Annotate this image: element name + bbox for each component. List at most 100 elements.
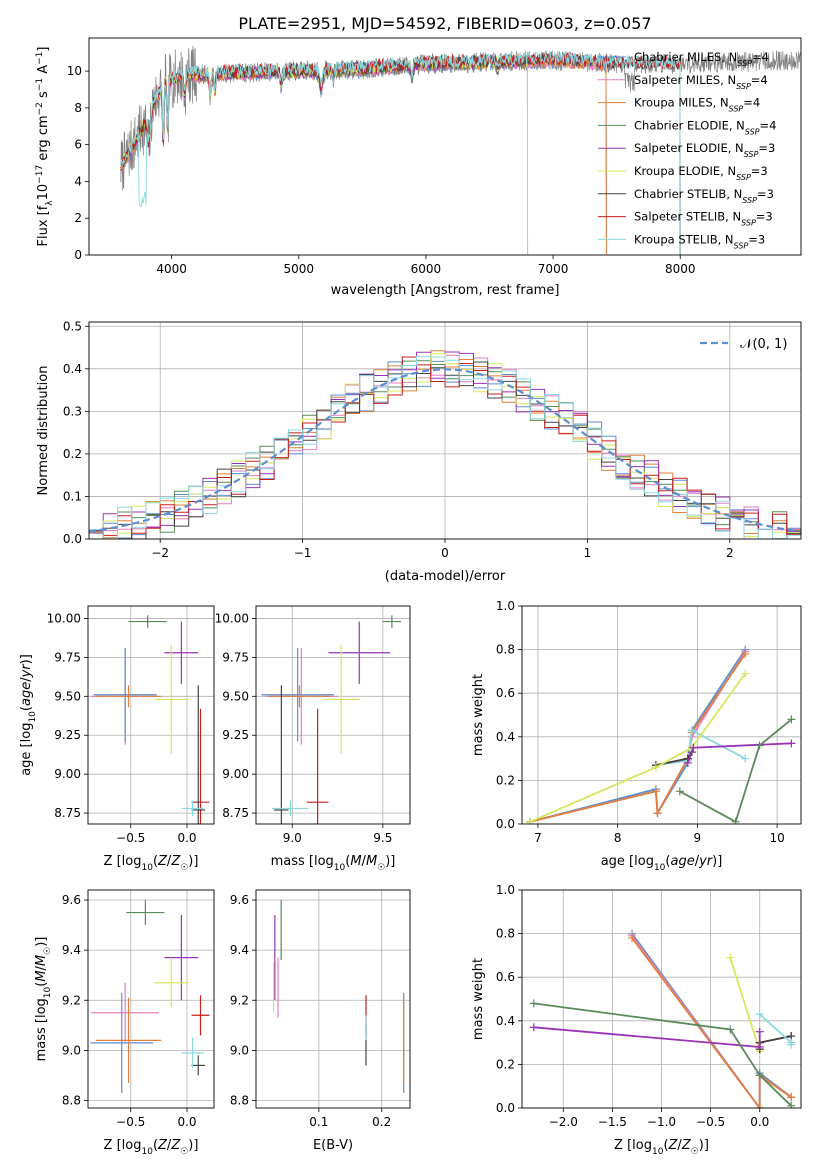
- errorbar-point: [274, 685, 289, 824]
- y-tick-label: 2: [74, 211, 82, 225]
- legend-text: =4: [743, 96, 760, 110]
- x-tick-label: −0.5: [116, 1115, 145, 1129]
- legend-text: =3: [756, 210, 773, 224]
- label-part: yr: [698, 854, 714, 869]
- mass-weight-marker: [755, 1027, 764, 1036]
- x-tick-label: 9.5: [373, 831, 392, 845]
- model-spectrum-line: [120, 50, 681, 255]
- mass-weight-line: [655, 728, 746, 766]
- x-axis-label: Z [log10(Z/Z☉)]: [104, 1138, 199, 1157]
- y-tick-label: 0.4: [496, 730, 515, 744]
- label-part: )]: [19, 654, 34, 664]
- label-part: mass [log: [34, 998, 49, 1061]
- label-part: λ: [45, 200, 55, 206]
- label-part: ☉: [43, 947, 53, 955]
- y-tick-label: 10: [67, 64, 82, 78]
- label-part: age [log: [19, 723, 34, 776]
- label-part: A: [36, 65, 51, 78]
- legend-sub: SSP: [745, 127, 760, 136]
- mass-weight-marker: [741, 649, 750, 658]
- errorbar-point: [91, 982, 159, 1043]
- label-part: −1: [35, 78, 45, 91]
- legend-text: =4: [752, 50, 769, 64]
- legend-text: Chabrier ELODIE, N: [634, 118, 745, 132]
- x-tick-label: −2.0: [549, 1115, 578, 1129]
- x-tick-label: 0.1: [309, 1115, 328, 1129]
- x-tick-label: 10: [769, 831, 784, 845]
- errorbar-point: [261, 648, 334, 742]
- y-tick-label: 0.2: [63, 447, 82, 461]
- label-part: )]: [385, 854, 395, 869]
- x-tick-label: 8: [614, 831, 622, 845]
- label-part: Z: [681, 1138, 692, 1153]
- y-tick-label: 0.6: [496, 970, 515, 984]
- panel-mass-vs-EBV: 0.1 0.2 8.8 9.0 9.2 9.4 9.6 E(B-V): [230, 889, 411, 1153]
- x-axis-label: Z [log10(Z/Z☉)]: [614, 1138, 709, 1157]
- axes-frame: [255, 605, 411, 825]
- mass-weight-marker: [628, 933, 637, 942]
- y-axis-label: Flux [fλ10−17 erg cm−2 s−1 A−1]: [35, 47, 55, 247]
- y-tick-label: 9.2: [62, 993, 81, 1007]
- y-tick-label: 9.0: [62, 1043, 81, 1057]
- label-part: /: [167, 854, 172, 869]
- y-tick-label: 1.0: [496, 883, 515, 897]
- y-tick-label: 0.2: [496, 773, 515, 787]
- mass-weight-marker: [651, 763, 660, 772]
- label-part: age [log: [601, 854, 654, 869]
- x-tick-label: 0: [441, 546, 449, 560]
- label-part: mass [log: [271, 854, 334, 869]
- legend-sub: SSP: [734, 241, 749, 250]
- label-part: M: [34, 955, 49, 966]
- y-tick-label: 9.00: [54, 767, 81, 781]
- x-tick-label: 2: [726, 546, 734, 560]
- x-axis-label: wavelength [Angstrom, rest frame]: [331, 283, 560, 298]
- legend-label: Kroupa MILES, NSSP=4: [634, 96, 760, 114]
- label-part: M: [366, 854, 377, 869]
- mass-weight-line: [679, 718, 792, 824]
- y-tick-label: 8.8: [62, 1093, 81, 1107]
- legend-text: =3: [758, 141, 775, 155]
- legend-text: Chabrier MILES, N: [634, 50, 737, 64]
- errorbar-point: [268, 685, 331, 708]
- plot-area-age-vs-Z: [88, 606, 214, 824]
- errorbar-point: [95, 685, 162, 708]
- mass-weight-line: [631, 937, 792, 1108]
- errorbar-point: [181, 1037, 204, 1068]
- label-part: Z [log: [104, 1138, 142, 1153]
- legend-label: Chabrier STELIB, NSSP=3: [634, 187, 774, 205]
- legend-label: 𝒩(0, 1): [740, 337, 787, 352]
- legend-sub: SSP: [742, 195, 757, 204]
- y-tick-label: 10.00: [215, 611, 249, 625]
- y-tick-label: 9.50: [222, 689, 249, 703]
- mass-weight-marker: [755, 1042, 764, 1051]
- y-tick-label: 8: [74, 101, 82, 115]
- plot-area-mass-vs-EBV: [256, 890, 410, 1108]
- x-tick-label: 6000: [411, 262, 442, 276]
- label-part: 10: [141, 863, 153, 873]
- plot-area-mass-vs-Z: [88, 890, 214, 1108]
- label-part: /: [695, 854, 700, 869]
- y-tick-label: 1.0: [496, 599, 515, 613]
- label-part: −1: [35, 52, 45, 65]
- label-part: Z [log: [104, 854, 142, 869]
- x-axis-label: age [log10(age/yr)]: [601, 854, 723, 873]
- y-tick-label: 0.3: [63, 404, 82, 418]
- mass-weight-marker: [653, 809, 662, 818]
- legend-text: =3: [751, 164, 768, 178]
- legend-sub: SSP: [744, 150, 759, 159]
- label-part: 10: [652, 1147, 664, 1157]
- x-tick-label: 0.0: [177, 831, 196, 845]
- legend-text: Chabrier STELIB, N: [634, 187, 742, 201]
- label-part: (: [19, 706, 34, 711]
- label-part: s: [36, 91, 51, 102]
- x-tick-label: −1.0: [647, 1115, 676, 1129]
- label-part: Z: [170, 854, 181, 869]
- y-tick-label: 9.25: [222, 728, 249, 742]
- label-part: age: [670, 854, 694, 869]
- mass-weight-line: [529, 673, 746, 823]
- y-tick-label: 0.4: [496, 1014, 515, 1028]
- legend-text: Kroupa STELIB, N: [634, 232, 734, 246]
- y-tick-label: 9.25: [54, 728, 81, 742]
